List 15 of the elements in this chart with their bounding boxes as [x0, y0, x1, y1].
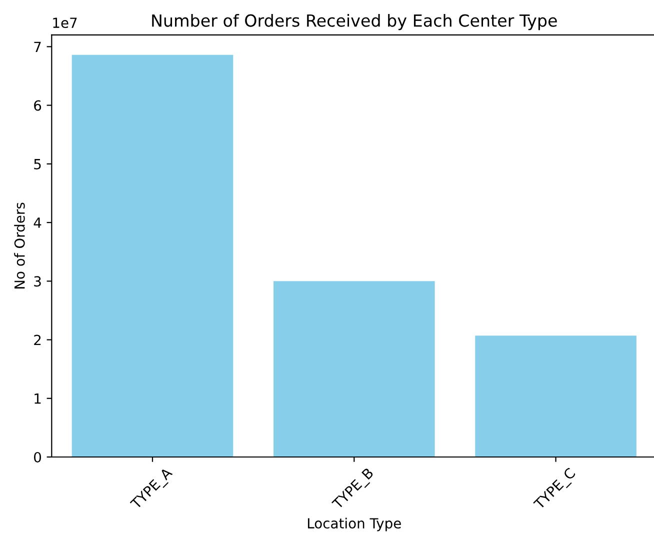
y-tick-label: 4 [34, 218, 42, 228]
chart-title: Number of Orders Received by Each Center Type [152, 14, 557, 30]
x-axis-title: Location Type [308, 518, 401, 532]
y-tick-label: 2 [34, 334, 41, 346]
y-tick-label: 1 [34, 394, 41, 404]
bar [475, 336, 636, 457]
y-tick-label: 5 [34, 159, 41, 170]
text: 1e7 [53, 18, 77, 28]
y-tick-label: 7 [34, 42, 41, 52]
y-tick-label: 0 [34, 452, 42, 462]
y-tick-label: 6 [34, 100, 42, 111]
y-axis-title: No of Orders [14, 202, 25, 289]
bar [72, 54, 234, 457]
bar [273, 281, 435, 457]
y-tick-label: 3 [34, 276, 41, 287]
